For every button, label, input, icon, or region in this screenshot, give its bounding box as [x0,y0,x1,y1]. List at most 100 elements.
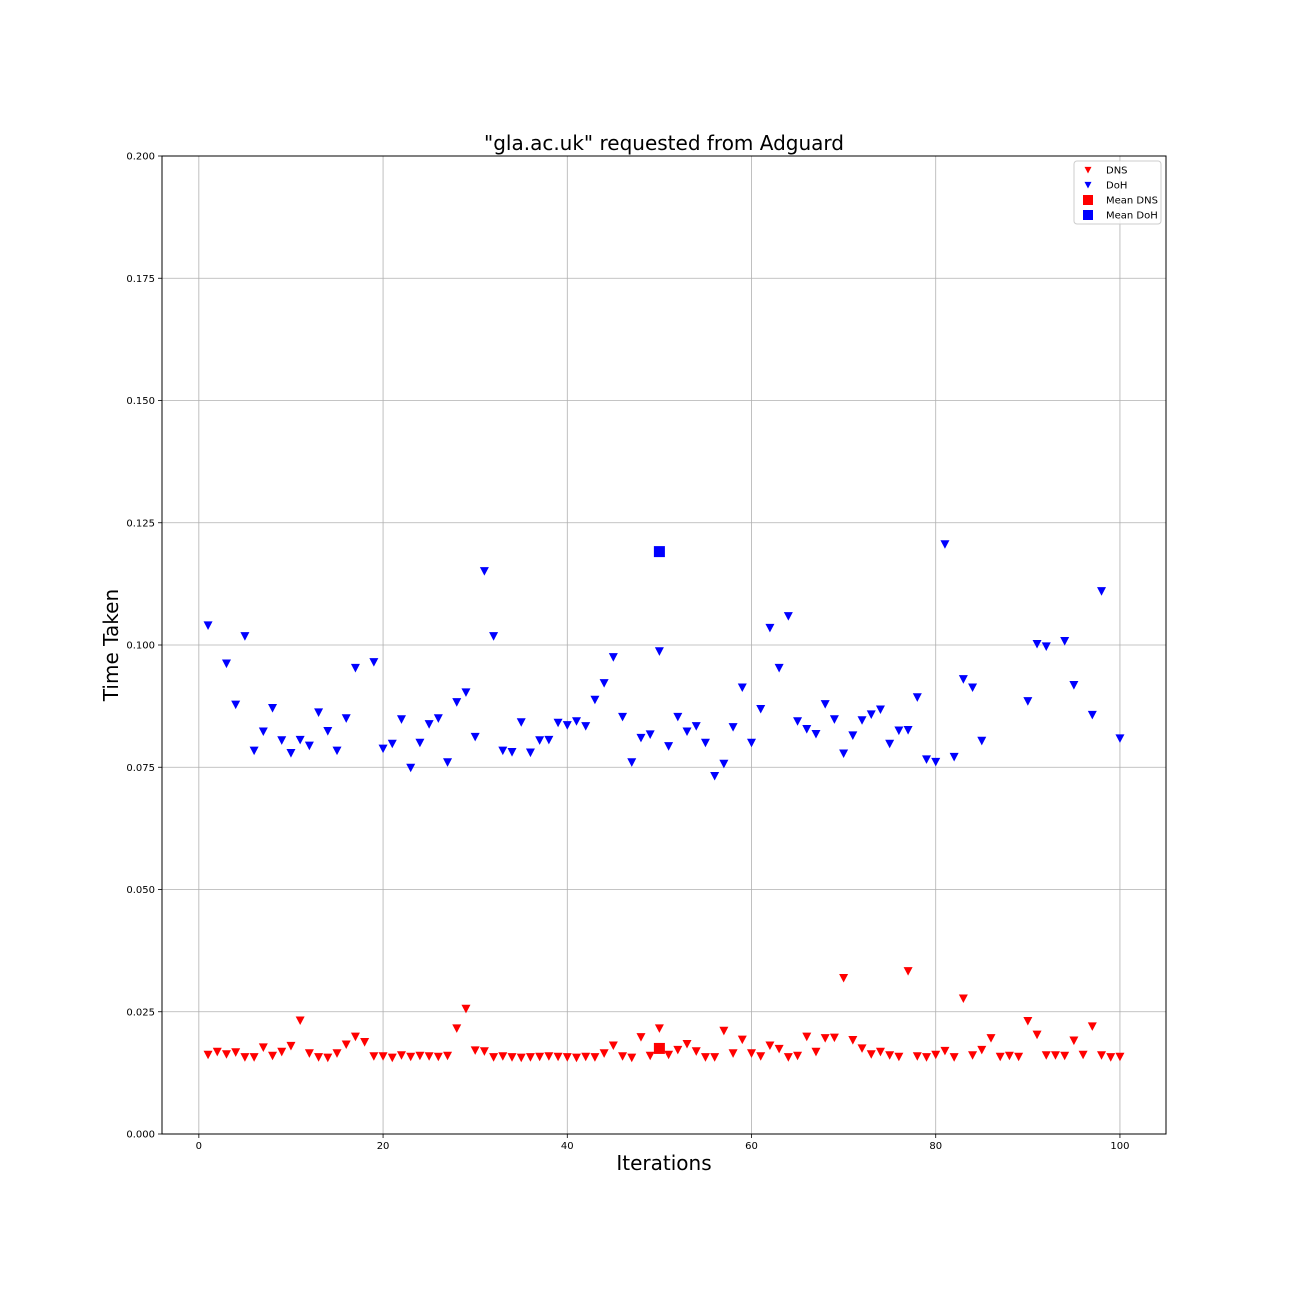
dns-point [249,1053,259,1062]
doh-point [221,659,231,669]
dns-point [811,1047,821,1057]
legend-label-dns: DNS [1106,166,1128,177]
doh-point [314,708,324,717]
dns-point [553,1052,563,1062]
dns-point [498,1052,508,1061]
doh-point [396,715,406,724]
dns-point [977,1045,987,1055]
doh-point [875,705,885,715]
dns-point [452,1024,462,1033]
dns-point [783,1053,793,1062]
dns-point [535,1052,545,1062]
plot-area-frame [161,155,1167,1135]
doh-point [958,675,968,684]
doh-point [664,742,674,751]
legend-box [1073,160,1162,225]
dns-point [571,1053,581,1063]
doh-point [277,736,287,745]
y-tick-label: 0.075 [126,763,155,774]
y-axis-label: Time Taken [99,589,123,702]
dns-point [627,1053,637,1063]
doh-point [820,700,830,709]
doh-point [258,727,268,737]
dns-point [756,1052,766,1061]
dns-point [1032,1030,1042,1040]
dns-point [415,1051,425,1061]
doh-point [581,722,591,731]
doh-point [479,567,489,576]
dns-point [682,1039,692,1049]
dns-point [636,1033,646,1042]
doh-point [452,698,462,707]
dns-point [341,1040,351,1050]
dns-point [295,1016,305,1026]
dns-point [406,1052,416,1062]
dns-point [664,1050,674,1060]
doh-point [461,688,471,697]
dns-point [231,1048,241,1057]
dns-point [1004,1051,1014,1061]
dns-point [839,973,849,983]
y-tick-label: 0.000 [126,1130,155,1141]
dns-point [820,1034,830,1043]
doh-point [627,758,637,767]
doh-point [1097,587,1107,596]
dns-point [802,1032,812,1042]
legend: DNS DoH Mean DNS Mean DoH [1073,160,1162,225]
dns-point [479,1047,489,1056]
dns-point [608,1041,618,1050]
x-tick-label: 60 [745,1141,758,1152]
doh-point [406,763,416,773]
dns-point [885,1051,895,1060]
y-tick-label: 0.050 [126,885,155,896]
dns-point [866,1050,876,1059]
dns-point [857,1044,867,1053]
doh-point [894,726,904,736]
doh-point [811,729,821,739]
doh-point [747,738,757,748]
doh-series [203,540,1125,781]
doh-point [931,757,941,767]
dns-point [645,1051,655,1061]
x-tick-label: 100 [1110,1141,1129,1152]
dns-point [470,1046,480,1055]
dns-point [516,1053,526,1063]
dns-point [1014,1052,1024,1062]
doh-point [295,735,305,745]
doh-point [1023,697,1033,706]
doh-point [590,695,600,705]
dns-point [940,1046,950,1056]
dns-point [221,1050,231,1059]
dns-point [1087,1022,1097,1031]
doh-point [793,717,803,726]
doh-point [571,717,581,726]
dns-point [829,1033,839,1043]
dns-point [433,1052,443,1062]
y-tick-label: 0.100 [126,641,155,652]
dns-point [894,1052,904,1062]
x-tick-label: 0 [196,1141,202,1152]
doh-point [553,718,563,728]
doh-point [737,683,747,693]
dns-point [268,1051,278,1061]
doh-point [636,733,646,743]
dns-point [323,1053,333,1063]
dns-point [793,1051,803,1061]
dns-point [525,1053,535,1062]
dns-point [931,1050,941,1060]
doh-point [525,748,535,758]
doh-point [323,727,333,736]
doh-point [710,772,720,781]
dns-point [673,1045,683,1055]
doh-point [599,679,609,688]
dns-point [360,1038,370,1047]
doh-point [691,722,701,731]
doh-point [1032,639,1042,649]
doh-point [1115,734,1125,743]
doh-point [378,744,388,754]
dns-point [350,1032,360,1042]
doh-point [535,736,545,745]
dns-point [369,1052,379,1061]
dns-point [848,1036,858,1045]
doh-point [922,755,932,764]
